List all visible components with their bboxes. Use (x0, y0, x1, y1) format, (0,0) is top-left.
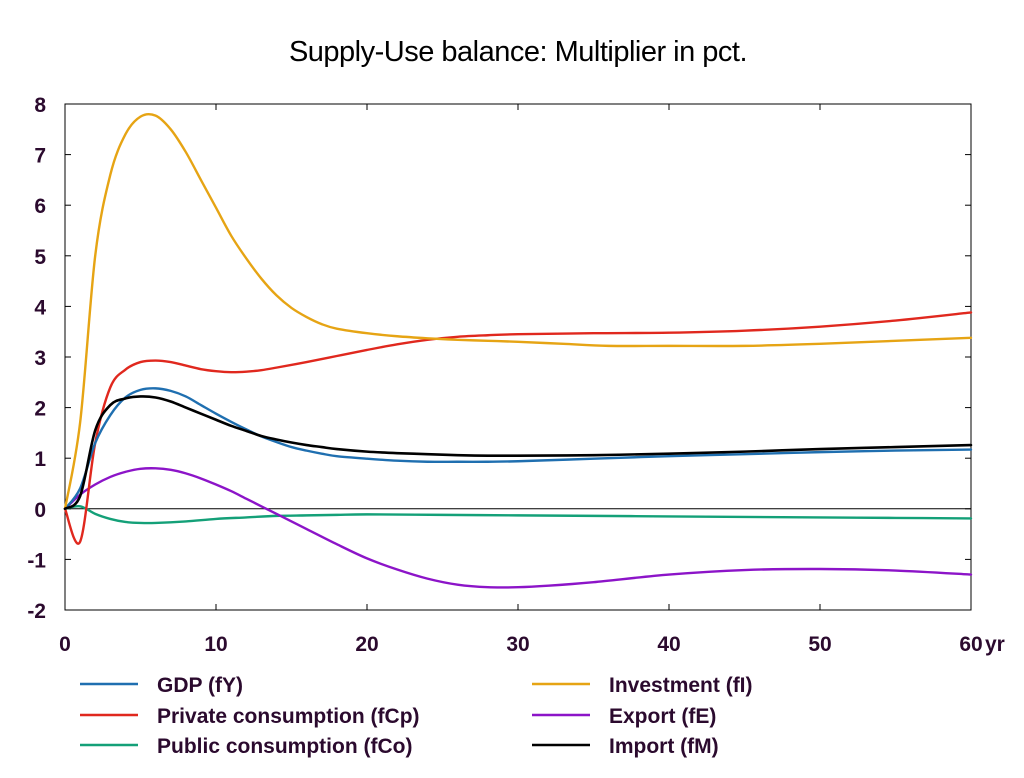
legend-label: Investment (fI) (609, 674, 753, 697)
legend-label: Export (fE) (609, 705, 716, 728)
series-line-gdp-fy (63, 387, 973, 510)
chart-title: Supply-Use balance: Multiplier in pct. (289, 36, 747, 68)
y-tick-label: 6 (34, 195, 46, 218)
y-tick-label: 0 (34, 499, 46, 522)
y-tick-label: 5 (34, 246, 46, 269)
x-tick-label: 60 (959, 633, 982, 656)
x-tick-label: 30 (506, 633, 529, 656)
x-tick-label: 40 (657, 633, 680, 656)
y-tick-label: 3 (34, 347, 46, 370)
legend-label: Private consumption (fCp) (157, 705, 420, 728)
series-line-investment-fi (63, 112, 973, 510)
legend-item-import-fm: Import (fM) (532, 735, 719, 758)
y-tick-label: 2 (34, 398, 46, 421)
y-tick-label: -2 (27, 600, 46, 623)
legend-item-private-consumption-fcp: Private consumption (fCp) (80, 705, 420, 728)
x-unit-label: yr (985, 633, 1005, 656)
series-line-private-consumption-fcp (63, 311, 973, 545)
x-tick-label: 50 (808, 633, 831, 656)
y-axis: 8 7 6 5 4 3 2 1 0 -1 -2 (27, 94, 971, 623)
legend-label: Public consumption (fCo) (157, 735, 412, 758)
series-line-export-fe (63, 467, 973, 589)
x-tick-label: 0 (59, 633, 71, 656)
series-line-import-fm (63, 395, 973, 511)
series-layer (63, 112, 973, 589)
x-axis: 0 10 20 30 40 50 60 yr (59, 104, 1005, 656)
x-tick-label: 20 (355, 633, 378, 656)
legend-item-gdp-fy: GDP (fY) (80, 674, 243, 697)
legend-label: Import (fM) (609, 735, 719, 758)
y-tick-label: -1 (27, 549, 46, 572)
y-tick-label: 1 (34, 448, 46, 471)
y-tick-label: 4 (34, 296, 46, 319)
legend-label: GDP (fY) (157, 674, 243, 697)
legend: GDP (fY) Private consumption (fCp) Public … (80, 674, 753, 758)
legend-item-export-fe: Export (fE) (532, 705, 716, 728)
x-tick-label: 10 (204, 633, 227, 656)
series-line-public-consumption-fco (63, 504, 973, 525)
legend-item-public-consumption-fco: Public consumption (fCo) (80, 735, 412, 758)
legend-item-investment-fi: Investment (fI) (532, 674, 753, 697)
y-tick-label: 8 (34, 94, 46, 117)
y-tick-label: 7 (34, 145, 46, 168)
